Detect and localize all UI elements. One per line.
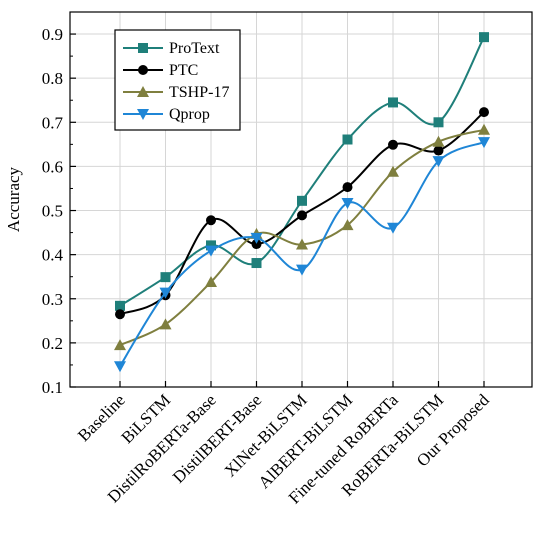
axis-layer: Accuracy 0.10.20.30.40.50.60.70.80.9Base… [4, 11, 533, 507]
data-point [342, 182, 353, 193]
data-point [341, 198, 354, 210]
data-point [479, 32, 489, 43]
y-tick-label: 0.2 [42, 334, 63, 353]
legend-label: ProText [169, 40, 220, 57]
data-point [388, 97, 398, 108]
data-point [297, 195, 307, 206]
data-point [433, 117, 444, 128]
data-point [479, 107, 489, 118]
legend-label: Qprop [169, 106, 210, 123]
data-point [296, 238, 308, 250]
data-point [206, 240, 216, 251]
legend-marker [138, 65, 148, 75]
data-point [297, 210, 307, 221]
legend-marker [137, 86, 149, 97]
data-point [205, 276, 217, 287]
data-point [206, 215, 216, 226]
data-point [160, 272, 171, 283]
data-point [478, 137, 490, 149]
data-point [251, 239, 262, 250]
data-point [115, 309, 125, 320]
data-point [250, 232, 263, 244]
legend-marker [138, 43, 148, 53]
data-point [342, 134, 353, 145]
data-point [388, 139, 398, 150]
y-tick-label: 0.5 [42, 202, 63, 221]
legend-item: TSHP-17 [123, 84, 229, 101]
y-tick-label: 0.6 [42, 157, 63, 176]
data-point [432, 156, 445, 168]
data-point [114, 361, 126, 373]
legend-item: Qprop [123, 106, 210, 123]
data-point [432, 135, 445, 147]
legend-label: TSHP-17 [169, 84, 229, 101]
data-point [296, 264, 308, 276]
legend-item: ProText [123, 40, 220, 57]
y-axis-title: Accuracy [4, 166, 23, 232]
y-tick-label: 0.1 [42, 378, 63, 397]
series-qprop [114, 137, 490, 373]
data-point [205, 245, 217, 257]
y-tick-label: 0.7 [42, 113, 64, 132]
data-point [341, 219, 354, 231]
plot-frame [69, 11, 533, 388]
series-protext [115, 32, 489, 311]
data-point [433, 145, 444, 156]
data-point [478, 123, 490, 135]
data-point [114, 339, 126, 351]
data-point [251, 258, 262, 269]
data-point [159, 318, 172, 330]
legend-marker [137, 109, 149, 120]
data-point [159, 287, 172, 299]
y-tick-label: 0.3 [42, 290, 63, 309]
series-layer [114, 32, 490, 373]
series-tshp-17 [114, 123, 490, 351]
legend-label: PTC [169, 62, 198, 79]
y-tick-label: 0.4 [42, 246, 64, 265]
data-point [387, 222, 399, 234]
y-tick-label: 0.8 [42, 69, 63, 88]
legend-item: PTC [123, 62, 198, 79]
y-tick-label: 0.9 [42, 25, 63, 44]
data-point [387, 165, 399, 177]
legend: ProText PTC TSHP-17 Qprop [114, 29, 241, 131]
data-point [115, 300, 125, 311]
